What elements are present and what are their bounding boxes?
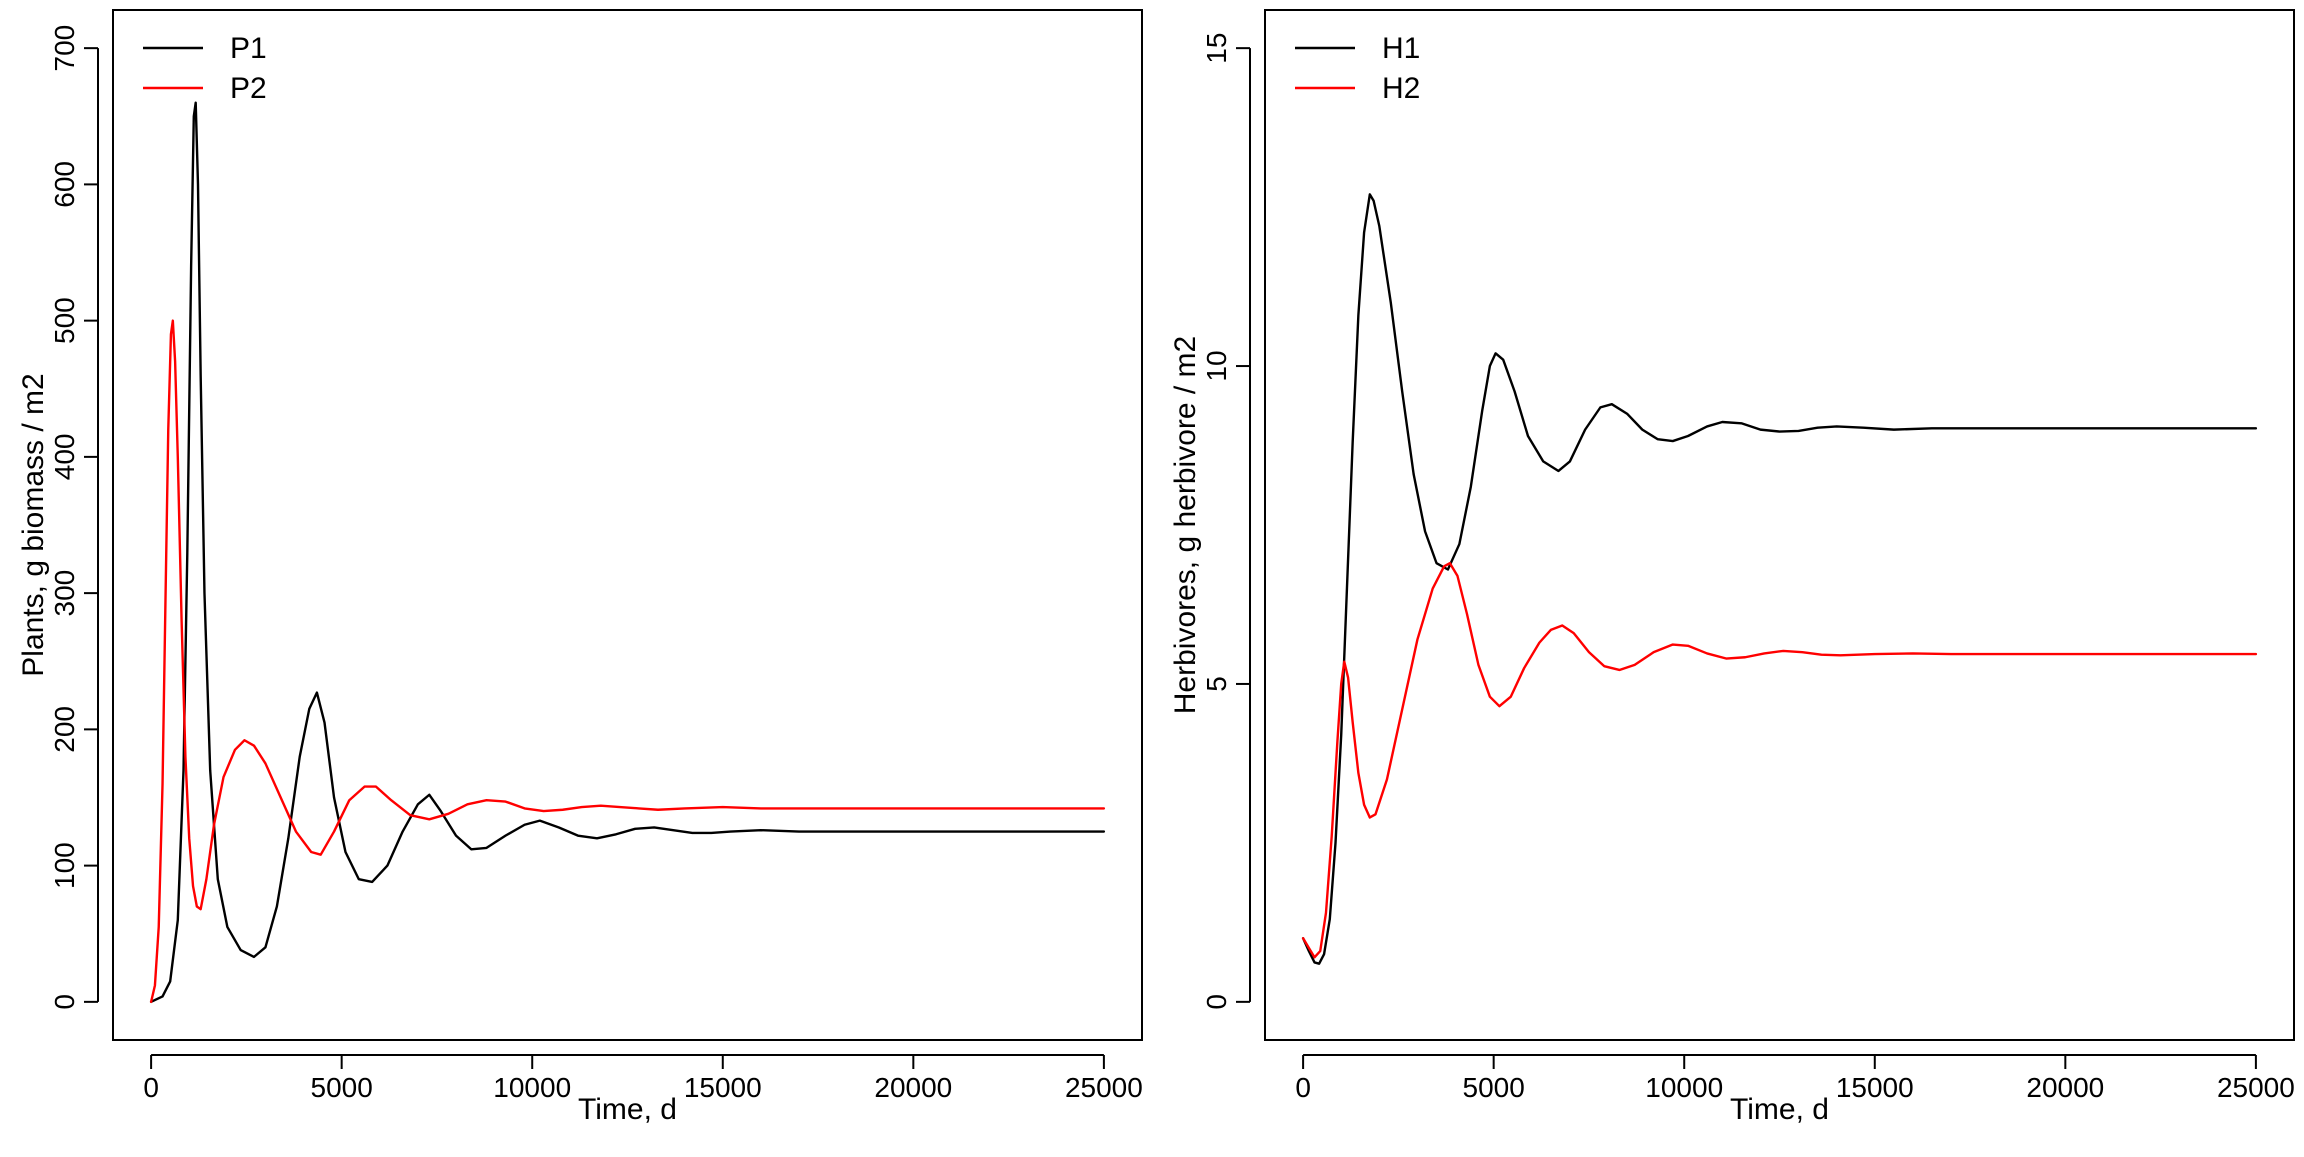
y-tick-label: 200 [49, 706, 80, 753]
y-tick-label: 5 [1201, 676, 1232, 692]
y-tick-label: 0 [1201, 994, 1232, 1010]
x-tick-label: 25000 [2217, 1072, 2295, 1103]
series-line-P2 [149, 319, 1106, 1004]
x-tick-label: 15000 [684, 1072, 762, 1103]
y-tick-label: 400 [49, 434, 80, 481]
y-tick-label: 15 [1201, 33, 1232, 64]
x-tick-label: 5000 [1463, 1072, 1525, 1103]
chart-panel-1: 0 5000 10000 15000 20000 25000 0 100 200 300 400 50… [17, 9, 1143, 1126]
x-tick-label: 5000 [311, 1072, 373, 1103]
x-tick-label: 15000 [1836, 1072, 1914, 1103]
y-tick-label: 100 [49, 842, 80, 889]
series-line-P1 [149, 101, 1106, 1004]
y-tick-label: 500 [49, 297, 80, 344]
y-axis-title: Herbivores, g herbivore / m2 [1169, 336, 1202, 715]
plot-frame [1264, 9, 2295, 1041]
series-line-H1 [1301, 193, 2258, 965]
y-tick-label: 600 [49, 161, 80, 208]
chart-panel-2: 0 5000 10000 15000 20000 25000 0 5 10 15 Time, d He… [1169, 9, 2295, 1126]
y-tick-label: 0 [49, 994, 80, 1010]
y-tick-label: 10 [1201, 350, 1232, 381]
legend-label-H2: H2 [1382, 72, 1420, 105]
y-tick-label: 700 [49, 25, 80, 72]
x-tick-label: 20000 [874, 1072, 952, 1103]
x-tick-label: 25000 [1065, 1072, 1143, 1103]
x-axis-title: Time, d [578, 1093, 677, 1126]
x-tick-label: 20000 [2026, 1072, 2104, 1103]
legend-label-P2: P2 [230, 72, 267, 105]
x-tick-label: 10000 [1645, 1072, 1723, 1103]
x-tick-label: 0 [143, 1072, 159, 1103]
x-axis-title: Time, d [1730, 1093, 1829, 1126]
legend-label-H1: H1 [1382, 32, 1420, 65]
legend-label-P1: P1 [230, 32, 267, 65]
plot-frame [112, 9, 1143, 1041]
x-tick-label: 10000 [493, 1072, 571, 1103]
y-tick-label: 300 [49, 570, 80, 617]
series-line-H2 [1301, 561, 2258, 959]
y-axis-title: Plants, g biomass / m2 [17, 373, 50, 676]
x-tick-label: 0 [1295, 1072, 1311, 1103]
